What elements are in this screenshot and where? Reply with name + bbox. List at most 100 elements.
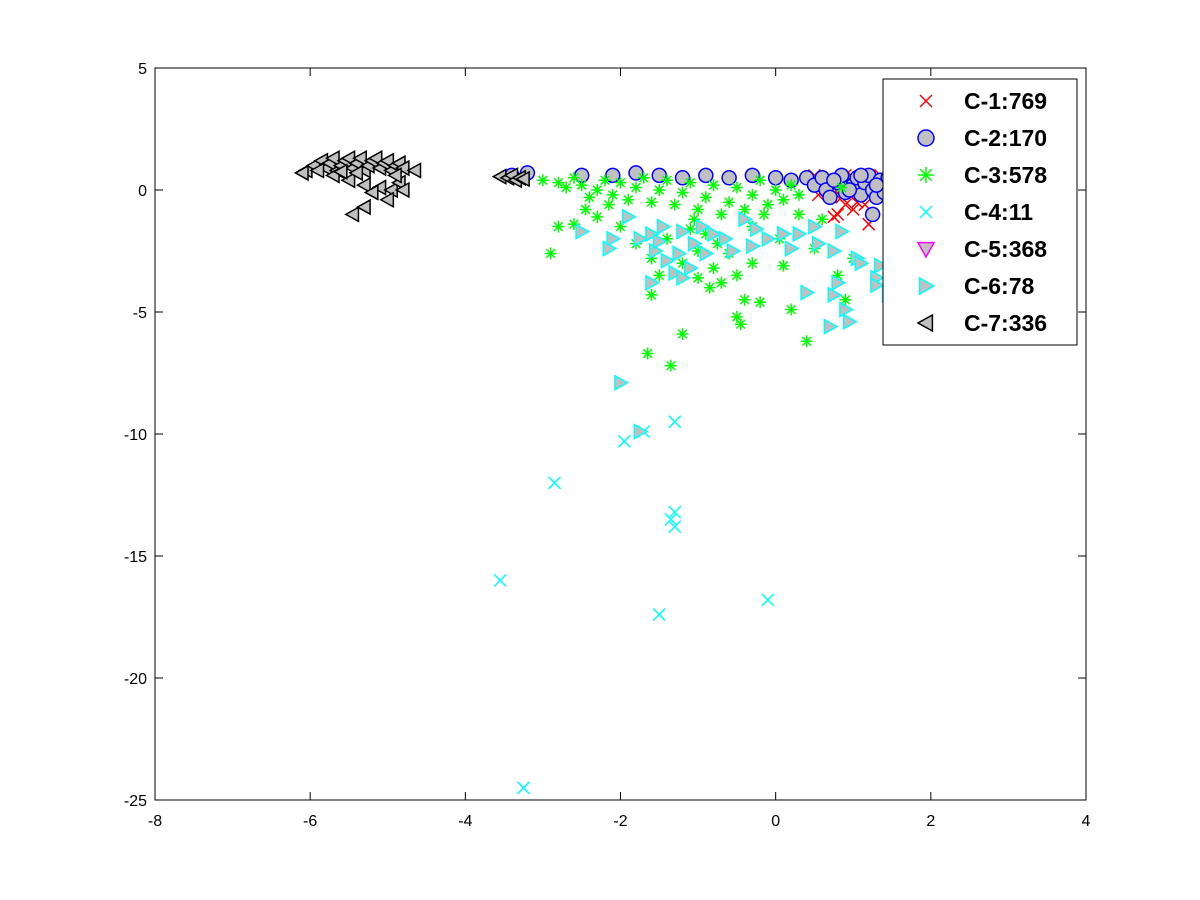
legend-label: C-4:11	[964, 199, 1033, 225]
data-point	[340, 171, 356, 189]
data-point	[811, 235, 827, 252]
data-point	[823, 318, 839, 335]
data-point	[734, 318, 747, 331]
data-point	[637, 171, 650, 184]
data-point	[641, 347, 654, 360]
legend-label: C-6:78	[964, 273, 1035, 299]
data-point	[698, 167, 714, 184]
data-point	[621, 208, 637, 226]
data-point	[676, 327, 689, 340]
data-point	[493, 573, 507, 587]
data-point	[645, 225, 661, 243]
data-point	[838, 198, 853, 212]
data-point	[777, 259, 790, 272]
legend-marker	[916, 241, 936, 259]
data-point	[864, 206, 881, 223]
data-point	[645, 252, 658, 265]
legend-box	[882, 78, 1078, 346]
data-point	[676, 269, 692, 287]
data-point	[808, 218, 824, 235]
data-point	[363, 184, 379, 201]
data-point	[707, 179, 720, 192]
data-point	[652, 608, 666, 622]
axis-ticks: -8 -6 -4 -2 0 2 450-5-10-15-20-25	[124, 61, 1091, 830]
data-point	[672, 245, 688, 262]
data-point	[394, 181, 410, 199]
data-point	[730, 310, 743, 323]
data-point	[831, 269, 844, 282]
data-point	[843, 313, 858, 331]
data-point	[614, 176, 627, 189]
data-point	[575, 223, 591, 240]
data-point	[767, 170, 784, 186]
x-tick-label: -8	[148, 813, 162, 830]
data-point	[715, 208, 728, 221]
data-point	[684, 223, 697, 236]
data-point	[761, 198, 774, 211]
data-point	[777, 193, 790, 206]
data-point	[784, 240, 800, 257]
y-tick-label: -10	[124, 427, 147, 444]
y-tick-label: 0	[138, 183, 147, 200]
data-point	[688, 213, 701, 226]
data-point	[552, 176, 565, 189]
y-tick-label: 5	[138, 61, 147, 78]
data-point	[692, 245, 705, 257]
data-point	[552, 220, 565, 233]
data-point	[874, 257, 889, 274]
data-point	[827, 210, 841, 224]
data-point	[606, 230, 622, 248]
data-point	[293, 164, 309, 182]
y-tick-label: -5	[133, 305, 147, 322]
data-point	[730, 269, 743, 282]
data-point	[707, 262, 720, 275]
data-point	[841, 182, 858, 198]
data-point	[738, 203, 751, 216]
data-point	[602, 198, 615, 211]
y-tick-label: -15	[124, 549, 147, 566]
data-point	[344, 206, 360, 223]
data-point	[567, 218, 580, 231]
legend-marker	[918, 276, 936, 296]
data-point	[738, 211, 754, 228]
data-point	[332, 163, 348, 180]
legend: C-1:769 C-2:170 C-3:578 C-4:11 C-5:368 C-6:78…	[882, 78, 1078, 346]
data-point	[692, 203, 705, 216]
legend-label: C-3:578	[964, 162, 1047, 188]
data-point	[661, 174, 674, 187]
data-point	[822, 189, 838, 206]
x-tick-label: 4	[1082, 813, 1091, 830]
data-point	[355, 176, 371, 194]
data-point	[754, 174, 767, 187]
data-point	[754, 296, 767, 309]
data-point	[839, 293, 852, 306]
data-point	[676, 257, 689, 270]
data-point	[309, 162, 325, 179]
data-point	[695, 218, 711, 235]
data-point	[371, 179, 387, 196]
legend-marker	[916, 313, 934, 333]
data-point	[660, 252, 676, 270]
data-point	[674, 170, 691, 186]
data-point	[800, 335, 813, 348]
data-point	[544, 247, 557, 260]
data-point	[800, 284, 816, 301]
data-point	[831, 207, 845, 221]
data-point	[723, 196, 736, 209]
data-point	[769, 184, 782, 196]
x-tick-label: -6	[303, 813, 317, 830]
data-point	[718, 230, 734, 248]
data-point	[514, 170, 530, 188]
data-point	[827, 242, 843, 260]
series-6	[575, 208, 901, 440]
data-point	[591, 210, 604, 223]
data-point	[827, 286, 843, 304]
data-point	[668, 520, 682, 534]
data-point	[406, 162, 422, 179]
legend-label: C-5:368	[964, 236, 1047, 262]
data-point	[324, 150, 340, 167]
data-point	[758, 208, 771, 221]
data-point	[622, 193, 635, 206]
data-point	[870, 276, 886, 294]
